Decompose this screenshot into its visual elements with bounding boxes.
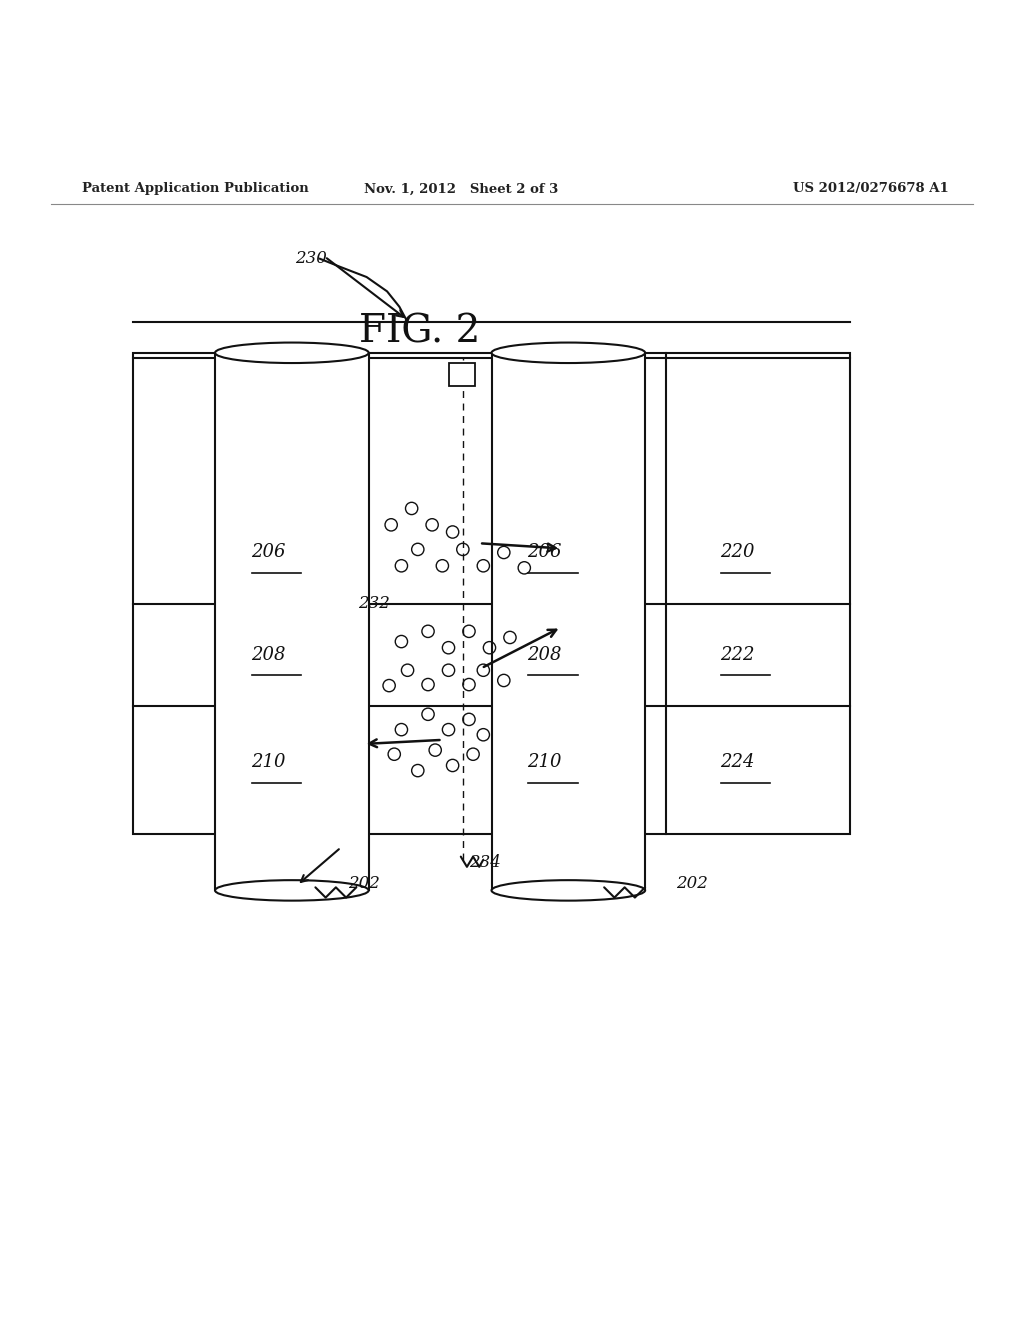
- Text: 210: 210: [527, 754, 562, 771]
- Ellipse shape: [215, 880, 369, 900]
- Text: 220: 220: [720, 544, 755, 561]
- Text: 210: 210: [251, 754, 286, 771]
- Bar: [133, 352, 850, 834]
- Ellipse shape: [492, 343, 645, 363]
- Text: Nov. 1, 2012   Sheet 2 of 3: Nov. 1, 2012 Sheet 2 of 3: [364, 182, 558, 195]
- Bar: [449, 363, 475, 385]
- Text: 202: 202: [676, 875, 708, 892]
- Text: 208: 208: [251, 645, 286, 664]
- Text: 230: 230: [295, 249, 327, 267]
- Text: FIG. 2: FIG. 2: [359, 314, 480, 351]
- Text: 208: 208: [527, 645, 562, 664]
- Text: US 2012/0276678 A1: US 2012/0276678 A1: [793, 182, 948, 195]
- Bar: [215, 352, 369, 891]
- Ellipse shape: [492, 880, 645, 900]
- Text: Patent Application Publication: Patent Application Publication: [82, 182, 308, 195]
- Text: 224: 224: [720, 754, 755, 771]
- Text: 232: 232: [358, 595, 390, 612]
- Text: 222: 222: [720, 645, 755, 664]
- Bar: [492, 352, 645, 891]
- Text: 206: 206: [251, 544, 286, 561]
- Text: 202: 202: [348, 875, 380, 892]
- Ellipse shape: [215, 343, 369, 363]
- Text: 234: 234: [469, 854, 501, 871]
- Text: 206: 206: [527, 544, 562, 561]
